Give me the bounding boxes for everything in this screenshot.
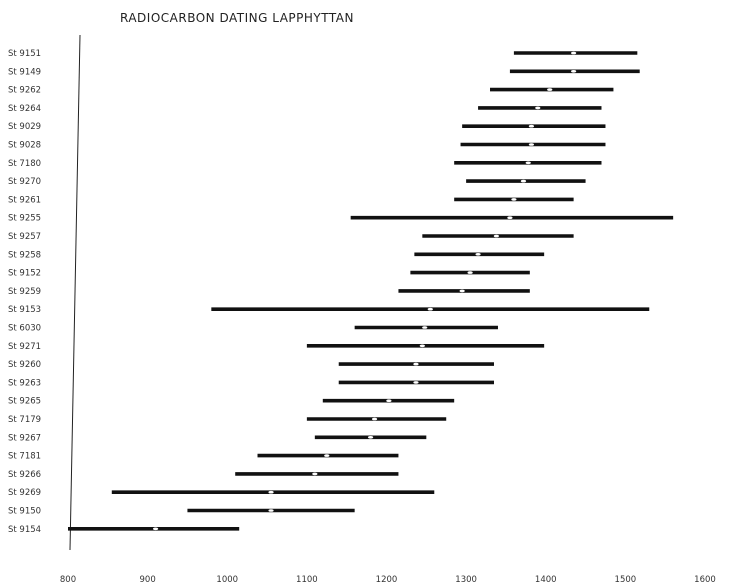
range-midpoint (493, 234, 499, 238)
range-midpoint (459, 289, 465, 293)
range-midpoint (520, 179, 527, 183)
x-tick-label: 1600 (694, 575, 716, 585)
range-midpoint (371, 417, 378, 421)
sample-label: St 9257 (8, 232, 41, 242)
range-midpoint (422, 326, 428, 329)
range-midpoint (152, 527, 159, 531)
range-midpoint (312, 472, 318, 476)
sample-label: St 9154 (8, 525, 41, 535)
x-tick-label: 1300 (455, 575, 477, 585)
sample-label: St 9269 (8, 488, 41, 498)
sample-label: St 9270 (8, 177, 41, 187)
sample-label: St 9261 (8, 195, 41, 205)
sample-label: St 9151 (8, 49, 41, 59)
range-midpoint (419, 344, 425, 348)
range-midpoint (475, 253, 481, 256)
sample-label: St 9265 (8, 397, 41, 407)
sample-label: St 9029 (8, 122, 41, 132)
range-midpoint (507, 216, 513, 219)
range-bars: St 9151 St 9149 St 9262 St 9264 St 9029 St 90… (8, 49, 674, 535)
range-midpoint (547, 88, 553, 91)
range-midpoint (367, 436, 374, 439)
sample-label: St 9266 (8, 470, 41, 480)
x-tick-label: 1400 (535, 575, 557, 585)
x-axis-ticks: 800 900 1000 1100 1200 1300 1400 1500 1600 (60, 575, 716, 585)
chart-title: RADIOCARBON DATING LAPPHYTTAN (120, 11, 354, 25)
sample-label: St 9150 (8, 507, 41, 517)
x-tick-label: 1500 (615, 575, 637, 585)
x-tick-label: 1100 (296, 575, 318, 585)
x-tick-label: 1000 (216, 575, 238, 585)
sample-label: St 9255 (8, 214, 41, 224)
sample-label: St 9267 (8, 433, 41, 443)
range-midpoint (535, 106, 541, 110)
sample-label: St 9263 (8, 378, 41, 388)
range-midpoint (324, 454, 330, 457)
range-midpoint (268, 490, 274, 494)
sample-label: St 9149 (8, 67, 41, 77)
range-midpoint (413, 362, 419, 366)
sample-label: St 9259 (8, 287, 41, 297)
sample-label: St 9153 (8, 305, 41, 315)
range-midpoint (528, 143, 535, 146)
range-midpoint (268, 509, 274, 512)
x-tick-label: 900 (140, 575, 156, 585)
range-midpoint (571, 51, 577, 55)
sample-label: St 9260 (8, 360, 41, 370)
sample-label: St 9028 (8, 141, 41, 151)
x-tick-label: 1200 (376, 575, 398, 585)
sample-label: St 7180 (8, 159, 41, 169)
sample-label: St 9258 (8, 250, 41, 260)
sample-label: St 7181 (8, 452, 41, 462)
range-midpoint (427, 307, 433, 311)
sample-label: St 9271 (8, 342, 41, 352)
range-midpoint (571, 70, 577, 73)
range-midpoint (386, 399, 392, 403)
sample-label: St 9152 (8, 269, 41, 279)
range-midpoint (528, 124, 535, 128)
sample-label: St 6030 (8, 324, 41, 334)
sample-label: St 9264 (8, 104, 41, 114)
range-midpoint (467, 271, 473, 274)
y-axis-line (69, 34, 81, 551)
sample-label: St 7179 (8, 415, 41, 425)
x-tick-label: 800 (60, 575, 76, 585)
range-midpoint (525, 161, 531, 165)
range-midpoint (413, 381, 419, 384)
sample-label: St 9262 (8, 86, 41, 96)
range-midpoint (511, 198, 517, 201)
